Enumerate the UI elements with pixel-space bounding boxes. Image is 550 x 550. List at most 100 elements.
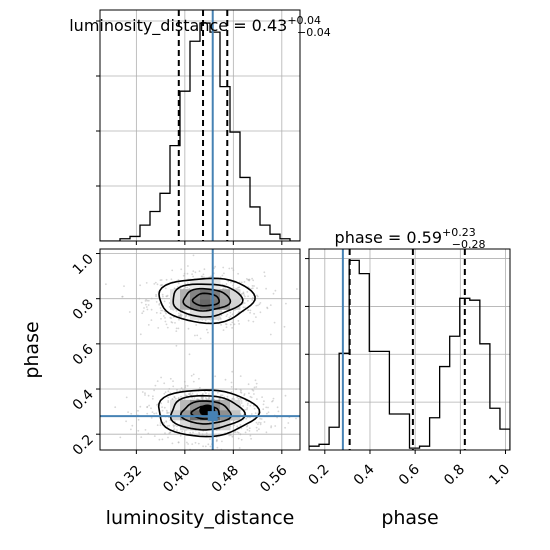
hist2d-sample-point bbox=[161, 406, 164, 408]
hist2d-sample-point bbox=[161, 438, 164, 441]
hist2d-sample-point bbox=[229, 311, 232, 314]
hist2d-sample-point bbox=[139, 333, 142, 336]
hist2d-sample-point bbox=[179, 434, 182, 437]
hist2d-sample-point bbox=[222, 287, 225, 290]
panel-phase-hist: 0.2 0.4 0.6 0.8 1.0 phase = 0.59+0.23 −0.28 p… bbox=[305, 226, 513, 529]
hist2d-sample-point bbox=[255, 382, 258, 385]
hist2d-xtick-label-3: 0.56 bbox=[257, 462, 290, 495]
hist2d-sample-point bbox=[191, 456, 193, 458]
hist2d-density-cell bbox=[190, 309, 201, 320]
hist2d-sample-point bbox=[269, 304, 272, 306]
hist2d-sample-point bbox=[222, 266, 225, 269]
hist1-lines bbox=[177, 10, 229, 241]
hist2d-sample-point bbox=[225, 326, 228, 329]
hist2d-sample-point bbox=[177, 282, 180, 285]
hist2d-sample-point bbox=[105, 283, 107, 286]
hist2d-sample-point bbox=[246, 428, 249, 431]
hist2d-sample-point bbox=[127, 411, 129, 413]
hist2d-sample-point bbox=[252, 279, 255, 282]
hist3-frame bbox=[308, 248, 511, 451]
hist2d-sample-point bbox=[237, 272, 240, 275]
hist2d-sample-point bbox=[155, 412, 158, 415]
hist2d-sample-point bbox=[277, 410, 280, 413]
hist2d-sample-point bbox=[180, 387, 183, 389]
hist2d-sample-point bbox=[259, 423, 262, 426]
hist2d-density-cell bbox=[200, 299, 211, 310]
hist2d-sample-point bbox=[287, 422, 290, 424]
hist2d-sample-point bbox=[150, 407, 152, 410]
hist2d-sample-point bbox=[243, 281, 246, 283]
hist2d-sample-point bbox=[203, 390, 206, 393]
hist2d-sample-point bbox=[259, 422, 262, 424]
hist2d-sample-point bbox=[236, 431, 239, 433]
hist2d-sample-point bbox=[220, 324, 223, 326]
hist2d-sample-point bbox=[156, 424, 159, 427]
hist2d-sample-point bbox=[223, 272, 225, 275]
hist2d-sample-point bbox=[230, 391, 233, 393]
hist2d-sample-point bbox=[175, 327, 178, 330]
hist3-title: phase = 0.59+0.23 −0.28 bbox=[335, 226, 486, 251]
hist2d-sample-point bbox=[236, 425, 239, 428]
hist2d-sample-point bbox=[145, 303, 147, 306]
hist2d-sample-point bbox=[163, 406, 166, 409]
hist2d-sample-point bbox=[141, 391, 144, 393]
hist2d-sample-point bbox=[250, 437, 253, 440]
hist2d-density-cell bbox=[210, 419, 221, 431]
hist2d-sample-point bbox=[249, 395, 252, 398]
hist2d-sample-point bbox=[142, 310, 145, 313]
hist3-ticks: 0.2 0.4 0.6 0.8 1.0 bbox=[305, 258, 513, 489]
hist1-frame bbox=[99, 9, 301, 242]
hist2d-sample-point bbox=[284, 394, 287, 397]
hist2d-sample-point bbox=[260, 418, 263, 420]
hist2d-sample-point bbox=[159, 312, 162, 315]
hist2d-sample-point bbox=[235, 287, 238, 290]
hist2d-sample-point bbox=[229, 323, 232, 326]
hist2d-sample-point bbox=[167, 401, 170, 404]
hist2d-sample-point bbox=[248, 430, 251, 432]
hist2d-sample-point bbox=[186, 394, 188, 397]
hist2d-sample-point bbox=[162, 315, 165, 317]
hist2d-sample-point bbox=[158, 438, 161, 441]
hist2d-density-cell bbox=[220, 299, 231, 310]
hist2d-sample-point bbox=[265, 406, 268, 409]
hist2d-sample-point bbox=[165, 323, 168, 326]
hist2d-sample-point bbox=[192, 270, 195, 272]
hist2d-sample-point bbox=[172, 385, 175, 388]
hist2d-sample-point bbox=[174, 424, 176, 427]
hist2d-sample-point bbox=[267, 406, 269, 409]
hist2d-sample-point bbox=[141, 312, 144, 315]
hist2d-sample-point bbox=[243, 394, 246, 397]
hist2d-sample-point bbox=[244, 295, 246, 298]
hist2d-sample-point bbox=[203, 268, 206, 271]
hist2d-density-cell bbox=[230, 409, 241, 421]
hist2d-sample-point bbox=[155, 293, 158, 296]
hist2d-sample-point bbox=[245, 278, 248, 280]
hist2d-sample-point bbox=[177, 397, 180, 399]
hist2d-sample-point bbox=[259, 302, 262, 304]
hist2d-sample-point bbox=[214, 265, 217, 268]
hist2d-sample-point bbox=[173, 287, 176, 290]
hist2d-sample-point bbox=[168, 388, 171, 390]
hist2d-sample-point bbox=[155, 295, 158, 298]
hist2d-sample-point bbox=[224, 378, 227, 381]
hist2d-sample-point bbox=[172, 424, 175, 427]
hist2d-density-cell bbox=[200, 289, 211, 300]
hist2d-contour-mode1-level2 bbox=[179, 400, 233, 425]
hist2d-sample-point bbox=[295, 417, 297, 420]
hist2d-sample-point bbox=[171, 398, 174, 401]
hist2d-sample-point bbox=[144, 394, 146, 396]
hist2d-sample-point bbox=[239, 375, 242, 377]
hist2d-sample-point bbox=[186, 441, 188, 444]
hist2d-sample-point bbox=[184, 386, 187, 389]
hist2d-sample-point bbox=[240, 427, 243, 430]
hist2d-sample-point bbox=[145, 306, 148, 308]
hist3-title-sub: −0.28 bbox=[452, 238, 486, 251]
hist2d-density-cell bbox=[220, 419, 231, 431]
hist2d-sample-point bbox=[154, 281, 157, 284]
hist2d-sample-point bbox=[272, 292, 275, 295]
hist2d-sample-point bbox=[233, 424, 236, 426]
hist2d-sample-point bbox=[176, 429, 178, 432]
hist2d-sample-point bbox=[137, 418, 140, 421]
hist2d-sample-point bbox=[221, 274, 224, 277]
hist2d-sample-point bbox=[247, 383, 250, 386]
